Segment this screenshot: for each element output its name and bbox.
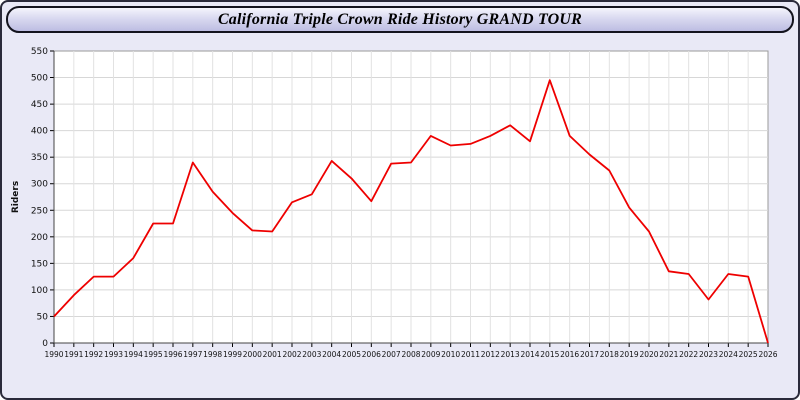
- x-tick-label: 2015: [540, 350, 559, 359]
- title-bar: California Triple Crown Ride History GRA…: [6, 6, 794, 33]
- x-tick-label: 2007: [382, 350, 401, 359]
- y-tick-label: 0: [42, 339, 48, 349]
- riders-series-line: [53, 79, 769, 344]
- y-tick-label: 250: [31, 206, 48, 216]
- x-tick-label: 2025: [739, 350, 758, 359]
- x-tick-label: 2012: [481, 350, 500, 359]
- x-tick-label: 2019: [620, 350, 639, 359]
- x-tick-label: 2014: [520, 350, 539, 359]
- x-tick-label: 1994: [124, 350, 143, 359]
- x-tick-label: 2018: [600, 350, 619, 359]
- x-tick-label: 1990: [44, 350, 63, 359]
- x-tick-label: 2000: [243, 350, 262, 359]
- chart-area: 0 50 100 150 200 250 300 350 400 450 500 550 1990 199…: [6, 41, 794, 398]
- y-tick-label: 200: [31, 233, 48, 243]
- x-tick-label: 2006: [362, 350, 381, 359]
- y-tick-label: 550: [31, 47, 48, 57]
- x-tick-label: 2010: [441, 350, 460, 359]
- x-tick-label: 1997: [183, 350, 202, 359]
- chart-title: California Triple Crown Ride History GRA…: [217, 10, 583, 28]
- x-tick-label: 1996: [163, 350, 182, 359]
- y-tick-label: 500: [31, 74, 48, 84]
- x-tick-label: 2016: [560, 350, 579, 359]
- x-tick-label: 2020: [639, 350, 658, 359]
- x-tick-label: 2011: [461, 350, 480, 359]
- y-axis-label: Riders: [11, 181, 21, 213]
- x-tick-label: 1998: [203, 350, 222, 359]
- y-tick-label: 150: [31, 259, 48, 269]
- y-tick-label: 350: [31, 153, 48, 163]
- x-tick-label: 2013: [501, 350, 520, 359]
- x-tick-label: 2021: [659, 350, 678, 359]
- y-tick-label: 50: [37, 312, 49, 322]
- x-tick-label: 1993: [104, 350, 123, 359]
- x-tick-label: 1991: [64, 350, 83, 359]
- x-tick-label: 2017: [580, 350, 599, 359]
- x-tick-label: 2005: [342, 350, 361, 359]
- x-tick-label: 2008: [401, 350, 420, 359]
- x-tick-label: 2004: [322, 350, 341, 359]
- y-tick-label: 450: [31, 100, 48, 110]
- x-tick-label: 2009: [421, 350, 440, 359]
- y-tick-label: 300: [31, 180, 48, 190]
- x-tick-label: 2002: [282, 350, 301, 359]
- x-tick-label: 2003: [302, 350, 321, 359]
- x-tick-label: 1995: [144, 350, 163, 359]
- y-tick-label: 400: [31, 127, 48, 137]
- y-tick-label: 100: [31, 286, 48, 296]
- x-tick-label: 1999: [223, 350, 242, 359]
- x-tick-label: 2024: [719, 350, 738, 359]
- x-tick-label: 2022: [679, 350, 698, 359]
- x-tick-label: 2023: [699, 350, 718, 359]
- x-tick-label: 2001: [263, 350, 282, 359]
- x-tick-label: 1992: [84, 350, 103, 359]
- x-tick-label: 2026: [758, 350, 777, 359]
